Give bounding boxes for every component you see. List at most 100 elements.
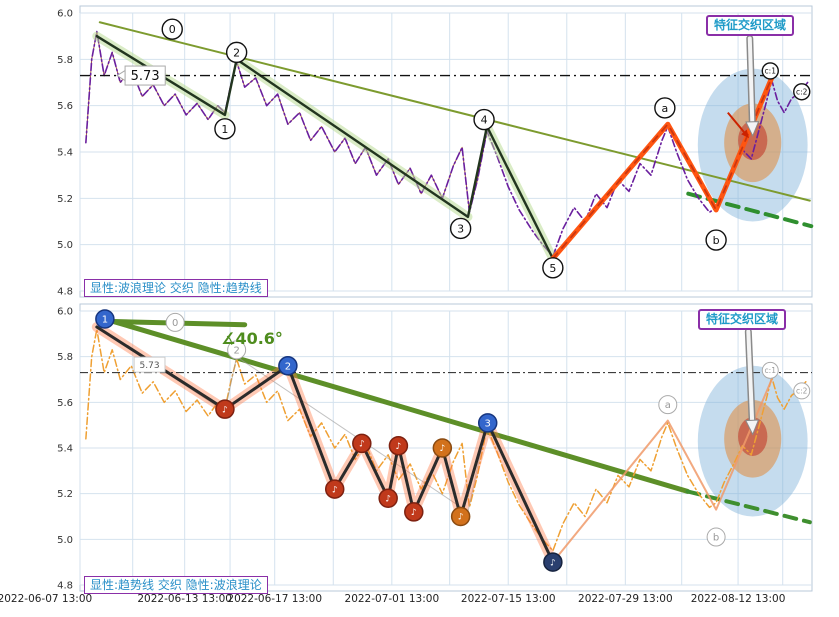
wave-marker-label: c:1 <box>765 366 777 375</box>
y-tick-label: 4.8 <box>57 287 73 298</box>
wave-marker-a <box>658 395 678 415</box>
price-dashdot <box>85 30 809 258</box>
wave-marker-♪ <box>450 506 471 527</box>
wave-marker-label: 2 <box>285 361 291 372</box>
wave-marker-1 <box>214 118 236 140</box>
feature-region-ellipse <box>738 417 768 456</box>
wave-marker-♪ <box>324 479 345 499</box>
y-tick-label: 4.8 <box>57 581 73 592</box>
wave-marker-label: a <box>661 102 668 115</box>
abc-dash-overlay <box>551 76 773 260</box>
wave-marker-3 <box>449 217 472 240</box>
wave-marker-label: b <box>713 234 720 247</box>
trendline-main <box>102 316 691 494</box>
wave-marker-label: a <box>665 400 671 411</box>
wave-marker-label: ♪ <box>396 442 402 452</box>
wave-marker-♪ <box>404 502 424 522</box>
wave-marker-label: ♪ <box>222 405 228 415</box>
wave-marker-♪ <box>215 399 235 419</box>
wave-marker-label: 1 <box>221 123 228 136</box>
y-tick-label: 5.6 <box>57 101 73 112</box>
y-tick-label: 5.4 <box>57 148 73 159</box>
y-tick-label: 5.0 <box>57 240 73 251</box>
wave-marker-label: b <box>713 533 719 544</box>
y-tick-label: 5.8 <box>57 55 73 66</box>
impulse-wave <box>95 34 555 260</box>
x-tick-label: 2022-07-15 13:00 <box>461 593 556 605</box>
wave-marker-2 <box>227 340 247 360</box>
wave-marker-2 <box>225 41 248 64</box>
wave-marker-label: ♪ <box>439 444 445 454</box>
wave-marker-label: 1 <box>102 315 108 326</box>
x-tick-label: 2022-06-07 13:00 <box>0 593 92 605</box>
wave-marker-4 <box>473 108 495 131</box>
wave-marker-label: ♪ <box>385 494 391 504</box>
annotation-text: ∡40.6° <box>221 329 283 348</box>
wave-marker-1 <box>95 309 115 329</box>
wave-marker-c:2 <box>793 83 811 101</box>
wave-marker-♪ <box>352 433 372 454</box>
wave-marker-label: ♪ <box>359 440 365 450</box>
annotation-box <box>133 356 166 373</box>
wave-marker-label: 0 <box>172 318 178 329</box>
x-tick-label: 2022-07-29 13:00 <box>578 593 673 605</box>
y-tick-label: 6.0 <box>57 9 73 20</box>
wave-marker-label: ♪ <box>550 558 556 568</box>
callout-arrow-shaft <box>747 36 755 124</box>
y-tick-label: 5.2 <box>57 194 73 205</box>
legend-bottom: 显性:趋势线 交织 隐性:波浪理论 <box>84 576 268 594</box>
wave-marker-label: 0 <box>169 23 176 36</box>
x-tick-label: 2022-06-13 13:00 <box>137 593 232 605</box>
wave-marker-3 <box>477 413 498 433</box>
feature-region-label-top: 特征交织区域 <box>706 15 795 36</box>
annotation-text: 5.73 <box>140 361 160 371</box>
wave-marker-label: ♪ <box>411 508 417 518</box>
wave-marker-♪ <box>543 552 563 572</box>
wave-marker-0 <box>161 18 183 40</box>
wave-marker-label: 3 <box>485 418 491 429</box>
wave-marker-b <box>706 527 726 547</box>
pointer-arrow-shaft <box>727 111 745 133</box>
y-tick-label: 5.0 <box>57 535 73 546</box>
wave-marker-label: 2 <box>233 46 240 59</box>
feature-region-ellipse <box>738 120 768 161</box>
x-tick-label: 2022-06-17 13:00 <box>227 593 322 605</box>
pointer-arrow-head <box>741 129 750 139</box>
y-tick-label: 5.2 <box>57 489 73 500</box>
top-chart-panel: 6.0 5.8 5.6 5.4 5.2 5.0 4.8 0 1 2 3 4 5 a b c:1 c:2 5.73 <box>57 5 814 298</box>
wave-marker-♪ <box>378 488 398 508</box>
wave-marker-♪ <box>432 438 453 458</box>
wave-marker-♪ <box>388 435 409 456</box>
wave-marker-label: 4 <box>481 114 488 127</box>
callout-arrow-head <box>745 121 760 138</box>
wave-marker-c:2 <box>793 382 811 400</box>
wave-marker-0 <box>165 312 185 332</box>
x-tick-label: 2022-08-12 13:00 <box>691 593 786 605</box>
wave-marker-label: c:2 <box>796 387 808 396</box>
wave-marker-label: 5 <box>549 262 556 275</box>
abc-faded <box>551 378 773 564</box>
wave-marker-label: 2 <box>233 345 239 356</box>
wave-marker-label: c:1 <box>765 67 777 76</box>
legend-top: 显性:波浪理论 交织 隐性:趋势线 <box>84 279 268 297</box>
wave-marker-label: 3 <box>457 222 464 235</box>
y-tick-label: 5.4 <box>57 444 73 455</box>
wave-marker-label: ♪ <box>458 513 464 523</box>
y-tick-label: 6.0 <box>57 307 73 318</box>
wave-marker-c:1 <box>761 62 779 80</box>
y-tick-label: 5.6 <box>57 398 73 409</box>
wave-marker-b <box>705 229 727 251</box>
callout-arrow-head <box>745 419 760 436</box>
wave-marker-c:1 <box>761 361 779 379</box>
annotation-tag-pointer <box>116 69 126 82</box>
wave-marker-5 <box>542 257 564 279</box>
y-tick-label: 5.8 <box>57 352 73 363</box>
x-tick-label: 2022-07-01 13:00 <box>345 593 440 605</box>
wave-marker-2 <box>278 356 298 376</box>
wave-marker-a <box>654 97 676 119</box>
annotation-text: 5.73 <box>131 69 160 84</box>
feature-region-label-bottom: 特征交织区域 <box>698 309 787 330</box>
wave-marker-label: c:2 <box>796 87 808 96</box>
